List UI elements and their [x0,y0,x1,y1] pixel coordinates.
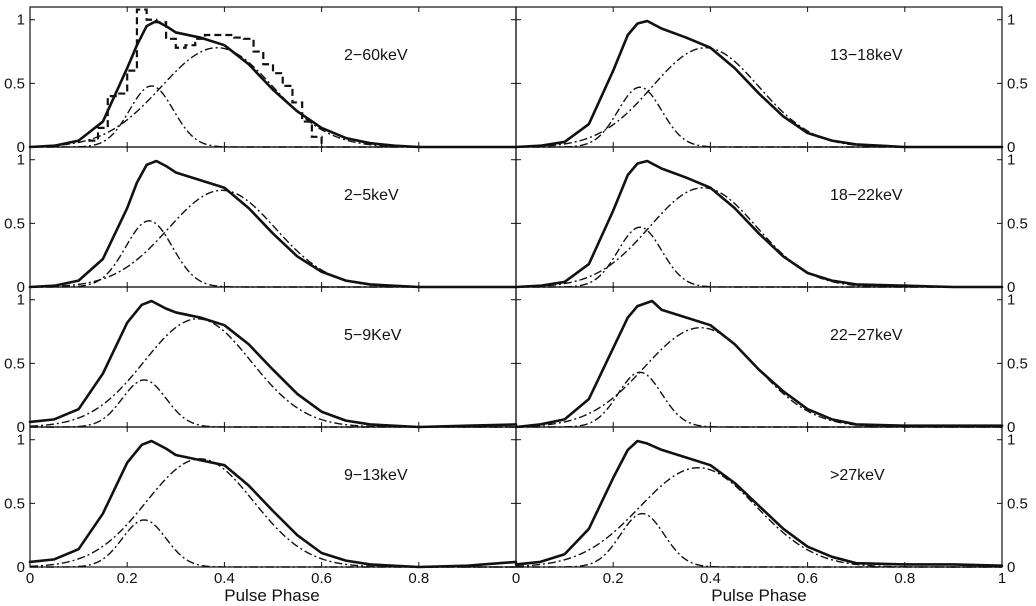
panel-energy-label: 2−5keV [344,187,399,204]
panel-6: 0 0.5 1 18−22keV [514,146,1028,296]
panel-3: 0 0.5 1 5−9KeV [4,286,518,436]
y-tick-label: 1 [17,152,25,169]
component-curve-2 [515,327,1002,428]
component-curve-2 [515,47,1002,148]
panel-frame [515,426,1003,568]
pulse-profile-line [28,159,518,289]
y-tick-label: 0 [1007,559,1015,576]
x-axis-title-left: Pulse Phase [224,586,319,605]
y-tick-label: 0 [17,279,25,296]
panel-frame [515,6,1003,148]
component-curve-2 [29,189,516,288]
x-tick-label: 0.6 [311,570,332,587]
y-tick-label: 0.5 [1007,75,1028,92]
y-tick-label: 1 [1007,12,1015,29]
panel-frame [29,146,517,288]
panel-8: 0 0.5 1 >27keV 0 0.2 0.4 0.6 0.8 1 [512,426,1028,587]
panel-frame [515,146,1003,288]
y-tick-label: 1 [1007,152,1015,169]
y-tick-label: 1 [1007,292,1015,309]
x-tick-label: 0.4 [700,570,721,587]
observed-profile-dashed [88,8,323,147]
y-tick-label: 0.5 [1007,495,1028,512]
pulse-profile-line [28,439,518,569]
y-tick-label: 1 [17,432,25,449]
x-tick-label: 0 [26,570,34,587]
panel-energy-label: 2−60keV [344,47,408,64]
y-tick-label: 0 [17,559,25,576]
x-tick-label: 0.8 [894,570,915,587]
y-tick-label: 0.5 [4,75,25,92]
y-tick-label: 1 [1007,432,1015,449]
panel-energy-label: >27keV [830,467,885,484]
pulse-profile-line [514,159,1004,289]
x-tick-label: 1 [998,570,1006,587]
x-tick-label: 0.2 [117,570,138,587]
y-tick-label: 0 [17,139,25,156]
pulse-profile-line [28,19,518,149]
component-curve-2 [515,467,1002,568]
component-curve-1 [516,226,1002,288]
y-tick-label: 0 [1007,139,1015,156]
y-tick-label: 0.5 [1007,355,1028,372]
panels-layer: 0 0.5 1 2−60keV 0 0.5 1 2−5keV 0 0.5 1 5−9KeV 0 0.5 1 9… [4,6,1028,587]
component-curve-2 [29,47,516,148]
y-tick-label: 0.5 [1007,215,1028,232]
panel-energy-label: 22−27keV [830,327,903,344]
x-tick-label: 0.4 [214,570,235,587]
y-tick-label: 0 [1007,279,1015,296]
y-tick-label: 0 [1007,419,1015,436]
y-tick-label: 1 [17,12,25,29]
pulse-profile-line [514,19,1004,149]
pulse-profile-line [514,439,1004,568]
component-curve-1 [30,220,516,288]
x-tick-label: 0.6 [797,570,818,587]
panel-2: 0 0.5 1 2−5keV [4,146,518,296]
panel-4: 0 0.5 1 9−13keV 0 0.2 0.4 0.6 0.8 [4,426,518,587]
pulse-profile-line [514,299,1004,429]
component-curve-1 [30,85,516,148]
x-tick-label: 0.2 [603,570,624,587]
panel-7: 0 0.5 1 22−27keV [514,286,1028,436]
y-tick-label: 0.5 [4,215,25,232]
panel-1: 0 0.5 1 2−60keV [4,6,518,156]
panel-energy-label: 13−18keV [830,47,903,64]
component-curve-1 [30,519,516,568]
x-tick-label: 0 [512,570,520,587]
panel-frame [29,286,517,428]
y-tick-label: 0.5 [4,355,25,372]
panel-energy-label: 9−13keV [344,467,408,484]
pulse-profile-line [28,299,518,429]
panel-frame [515,286,1003,428]
x-tick-label: 0.8 [408,570,429,587]
y-tick-label: 1 [17,292,25,309]
component-curve-1 [516,512,1002,568]
component-curve-1 [516,86,1002,148]
panel-energy-label: 5−9KeV [344,327,402,344]
panel-energy-label: 18−22keV [830,187,903,204]
panel-frame [29,6,517,148]
panel-5: 0 0.5 1 13−18keV [514,6,1028,156]
component-curve-2 [515,187,1002,288]
x-axis-title-right: Pulse Phase [711,586,806,605]
y-tick-label: 0 [17,419,25,436]
y-tick-label: 0.5 [4,495,25,512]
